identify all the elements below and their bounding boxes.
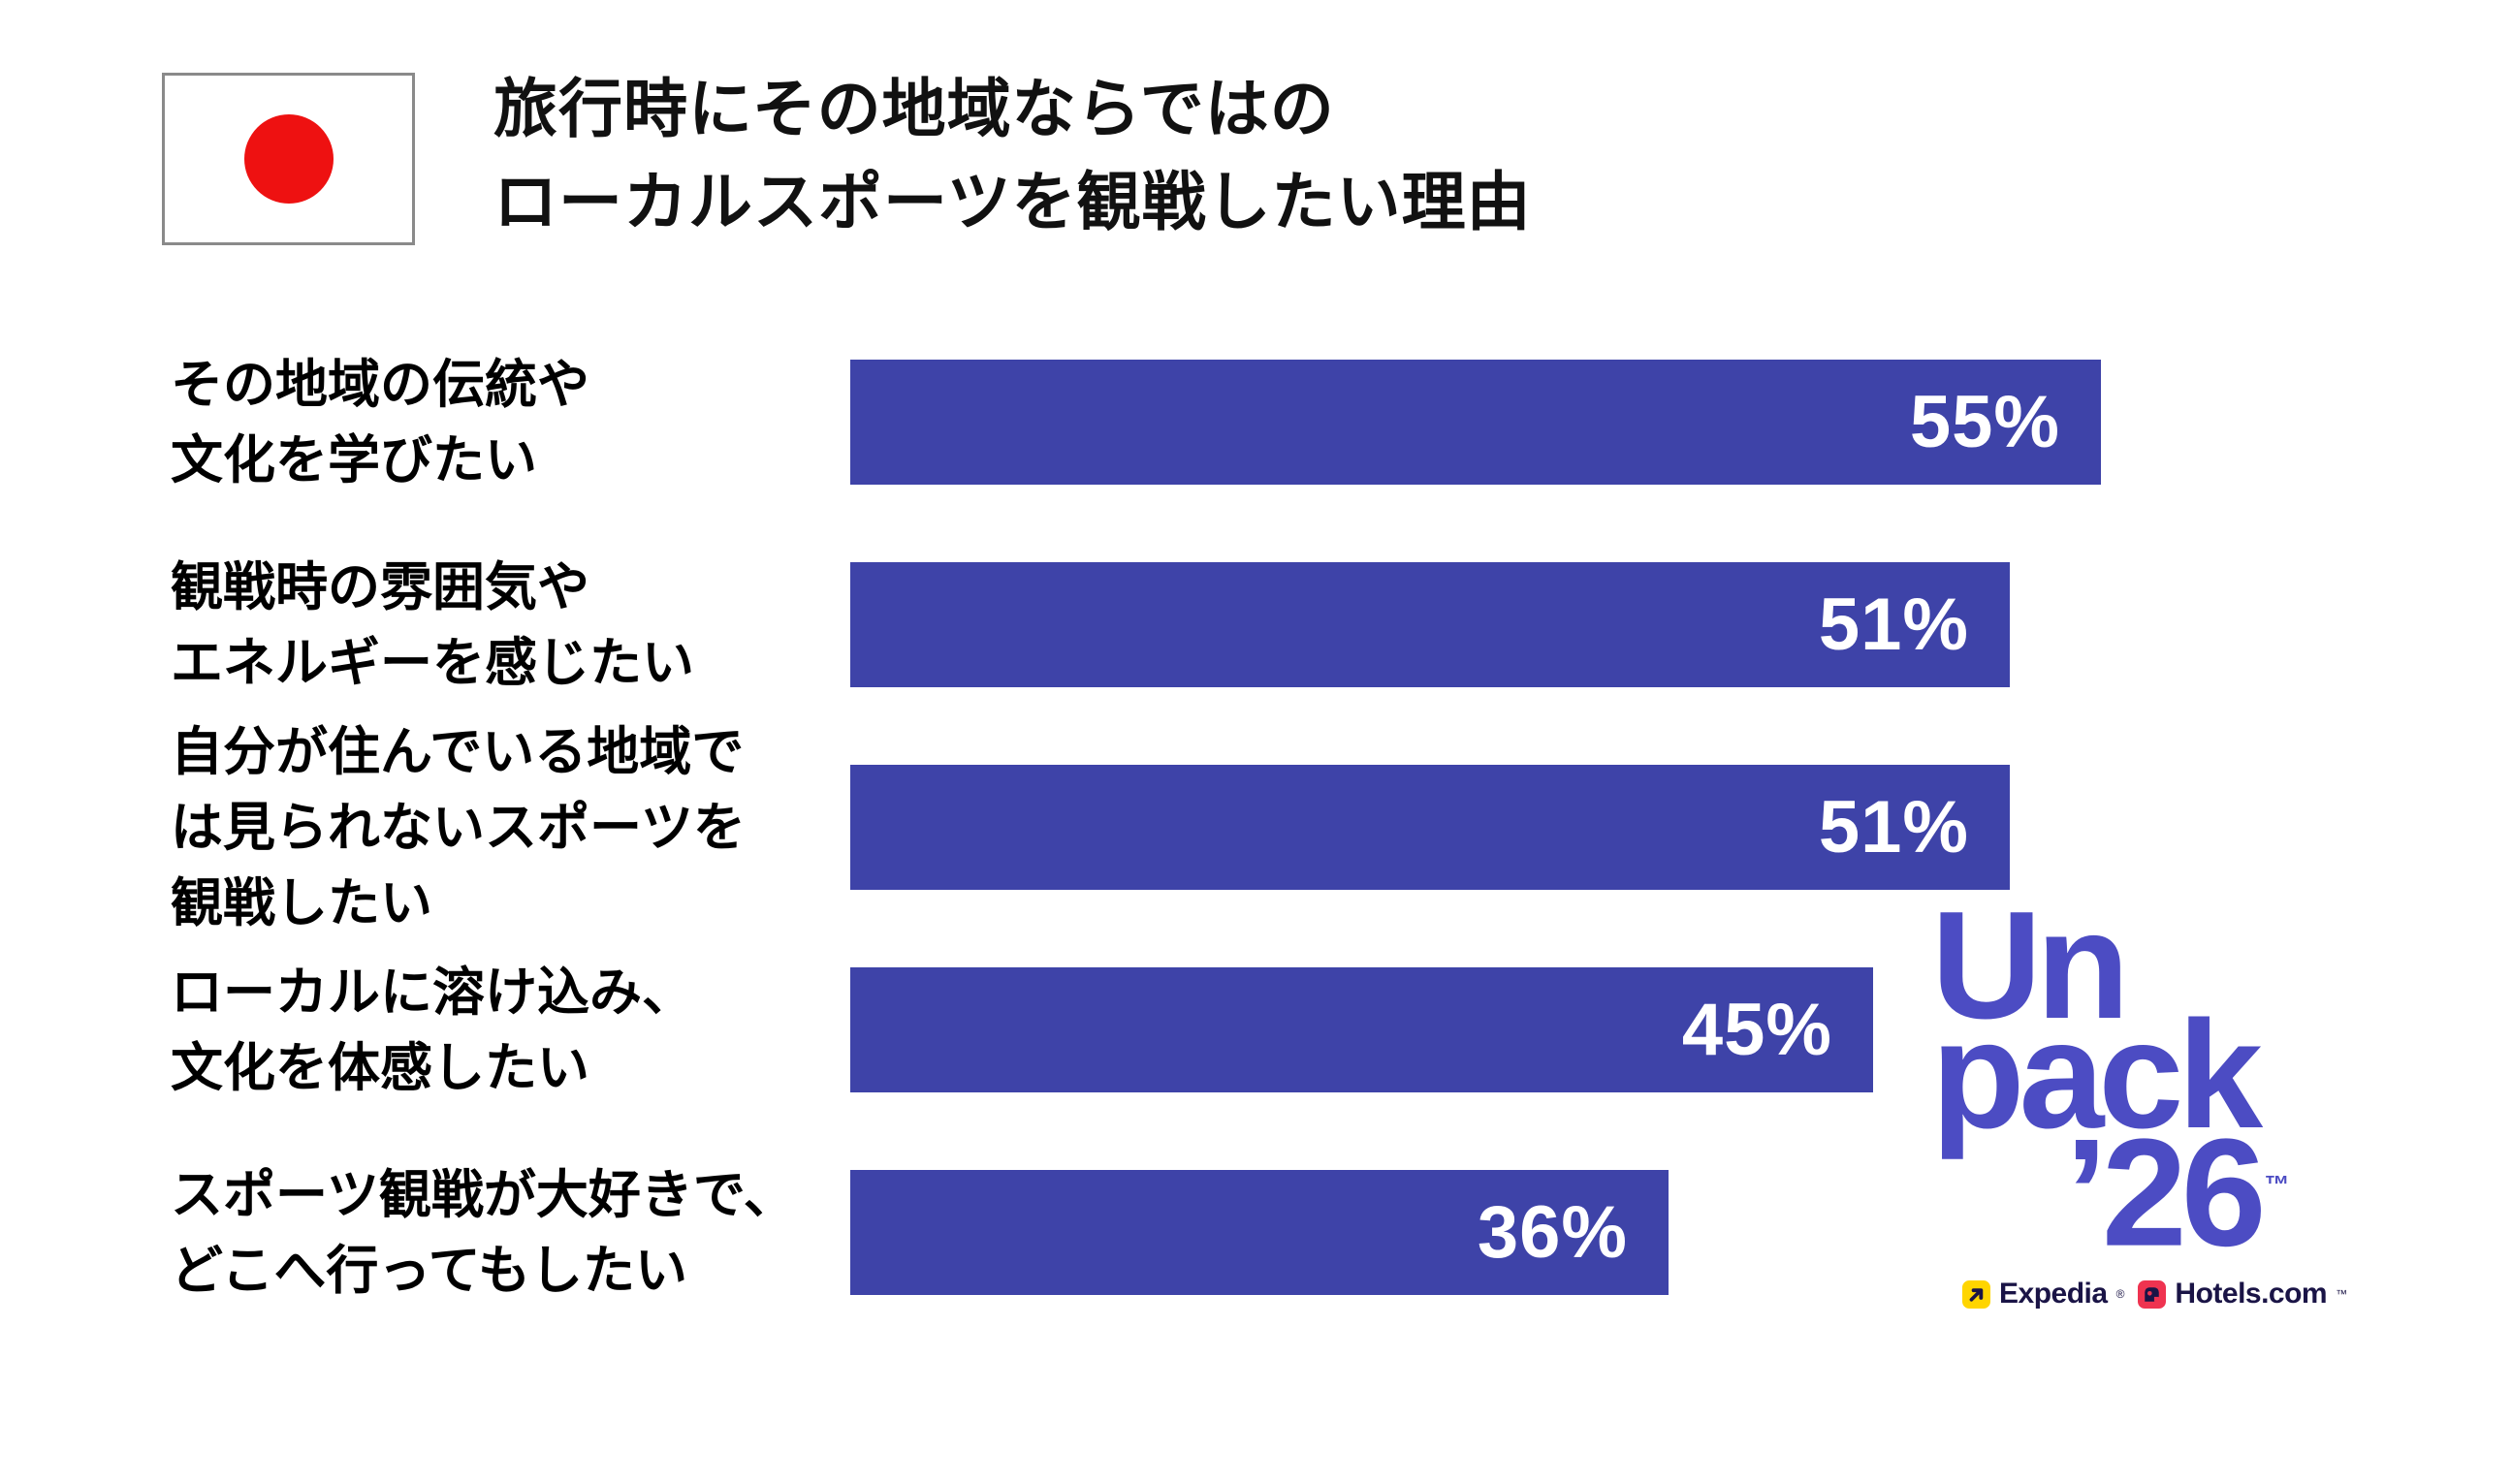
bar-chart: その地域の伝統や 文化を学びたい 55% 観戦時の雰囲気や エネルギーを感じたい 51…	[171, 355, 2342, 1305]
bar-value-label: 36%	[1477, 1191, 1628, 1274]
chart-row: ローカルに溶け込み、 文化を体感したい 45%	[171, 963, 2342, 1097]
expedia-arrow-icon	[1962, 1279, 1990, 1309]
japan-flag-icon	[162, 73, 415, 245]
expedia-label: Expedia	[1999, 1278, 2108, 1310]
bar: 51%	[850, 765, 2010, 890]
partner-brands: Expedia ® Hotels.com ™	[1962, 1278, 2347, 1310]
category-label: ローカルに溶け込み、 文化を体感したい	[171, 963, 694, 1097]
chart-row: 観戦時の雰囲気や エネルギーを感じたい 51%	[171, 557, 2342, 692]
page-title-line2: ローカルスポーツを観戦したい理由	[493, 166, 1532, 237]
chart-row: その地域の伝統や 文化を学びたい 55%	[171, 355, 2342, 489]
bar-value-label: 51%	[1818, 584, 1969, 666]
bar: 45%	[850, 967, 1873, 1092]
chart-row: 自分が住んでいる地域で は見られないスポーツを 観戦したい 51%	[171, 722, 2342, 932]
bar-value-label: 51%	[1818, 786, 1969, 868]
category-label: 自分が住んでいる地域で は見られないスポーツを 観戦したい	[171, 722, 746, 932]
unpack-26-logo: Un pack ’26 ™	[1931, 880, 2290, 1279]
bar: 36%	[850, 1170, 1669, 1295]
logo-line-pack: pack	[1931, 990, 2263, 1160]
category-label: 観戦時の雰囲気や エネルギーを感じたい	[171, 557, 694, 692]
trademark-symbol: ™	[2264, 1170, 2290, 1199]
bar-value-label: 45%	[1681, 989, 1832, 1071]
bar: 51%	[850, 562, 2010, 687]
logo-line-un: Un	[1931, 880, 2130, 1051]
hotels-com-icon	[2138, 1279, 2167, 1309]
flag-red-circle	[243, 114, 334, 204]
expedia-brand: Expedia ®	[1962, 1278, 2124, 1310]
category-label: その地域の伝統や 文化を学びたい	[171, 355, 589, 489]
bar-value-label: 55%	[1909, 381, 2060, 463]
expedia-mark: ®	[2115, 1287, 2125, 1301]
hotels-com-mark: ™	[2336, 1287, 2348, 1301]
page-title: 旅行時にその地域ならではのローカルスポーツを観戦したい理由	[493, 62, 1532, 248]
chart-row: スポーツ観戦が大好きで、 どこへ行ってもしたい 36%	[171, 1165, 2342, 1300]
page-title-line1: 旅行時にその地域ならではの	[493, 73, 1335, 144]
hotels-com-brand: Hotels.com ™	[2138, 1278, 2347, 1310]
category-label: スポーツ観戦が大好きで、 どこへ行ってもしたい	[171, 1165, 796, 1300]
hotels-com-label: Hotels.com	[2175, 1278, 2328, 1310]
logo-line-26: ’26 ™	[2065, 1107, 2290, 1279]
bar: 55%	[850, 360, 2101, 485]
